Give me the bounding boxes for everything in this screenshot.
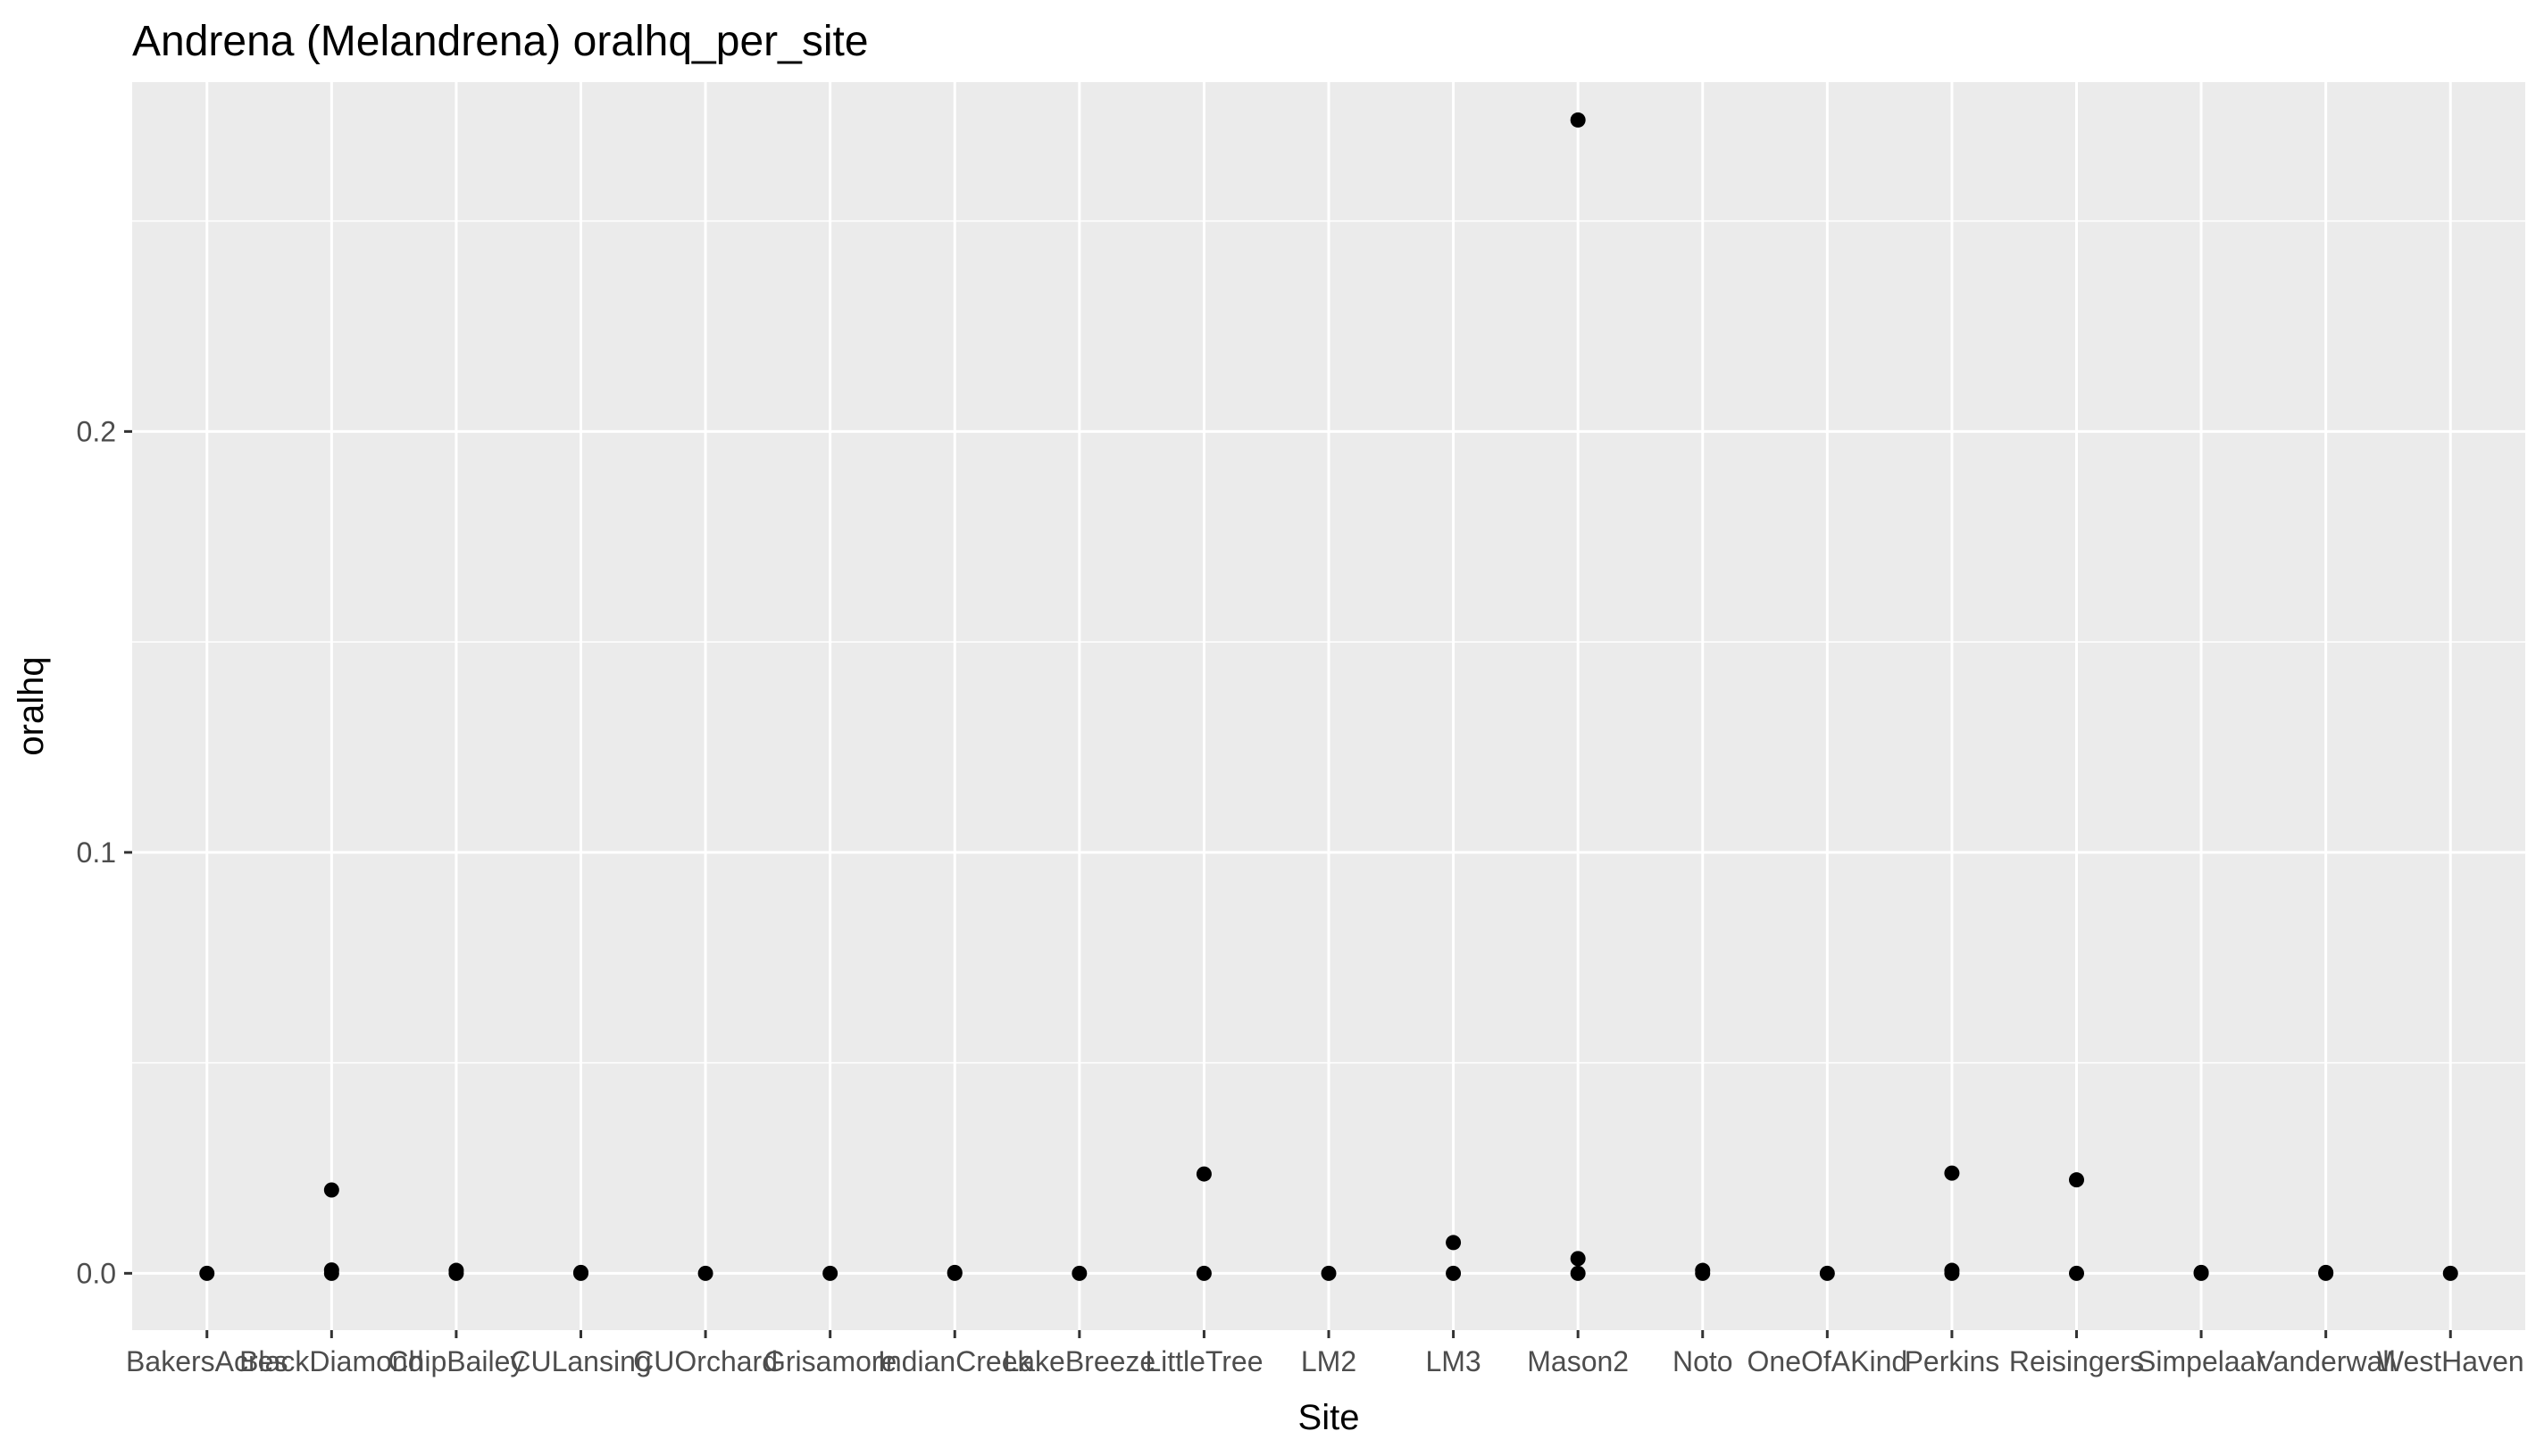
data-point <box>2442 1265 2458 1281</box>
data-point <box>697 1265 713 1281</box>
data-point <box>947 1265 963 1281</box>
x-tick-label: LM2 <box>1301 1345 1356 1377</box>
data-point <box>1570 1265 1586 1281</box>
data-point <box>1072 1265 1088 1281</box>
x-tick-label: CULansing <box>510 1345 651 1377</box>
x-tick-label: WestHaven <box>2377 1345 2524 1377</box>
x-tick-label: Reisingers <box>2009 1345 2144 1377</box>
x-tick-label: Mason2 <box>1527 1345 1629 1377</box>
data-point <box>1196 1265 1212 1281</box>
x-axis: BakersAcresBlackDiamondChipBaileyCULansi… <box>126 1330 2524 1377</box>
data-point <box>199 1265 215 1281</box>
y-axis: 0.0 0.1 0.2 <box>77 415 132 1289</box>
data-point <box>1570 1251 1586 1267</box>
data-point <box>1944 1265 1960 1281</box>
x-tick-label: BakersAcres <box>126 1345 288 1377</box>
y-axis-title: oralhq <box>12 656 51 755</box>
x-tick-label: IndianCreek <box>878 1345 1033 1377</box>
data-point <box>1819 1265 1835 1281</box>
data-point <box>2318 1265 2334 1281</box>
data-point <box>1321 1265 1337 1281</box>
data-point <box>1196 1166 1212 1182</box>
data-point <box>1570 112 1586 128</box>
x-tick-label: Simpelaar <box>2137 1345 2265 1377</box>
data-point <box>2069 1265 2084 1281</box>
x-tick-label: BlackDiamond <box>239 1345 423 1377</box>
data-point <box>323 1265 339 1281</box>
data-point <box>1446 1235 1462 1251</box>
data-point <box>1446 1265 1462 1281</box>
x-tick-label: LM3 <box>1425 1345 1481 1377</box>
x-tick-label: CUOrchard <box>633 1345 778 1377</box>
data-point <box>573 1265 588 1281</box>
chart-title: Andrena (Melandrena) oralhq_per_site <box>132 18 869 65</box>
x-tick-label: Noto <box>1672 1345 1733 1377</box>
y-tick-label: 0.1 <box>77 836 116 869</box>
x-tick-label: LakeBreeze <box>1003 1345 1155 1377</box>
data-point <box>323 1182 339 1198</box>
y-tick-label: 0.2 <box>77 415 116 447</box>
x-tick-label: Grisamore <box>763 1345 897 1377</box>
data-points <box>199 112 2458 1281</box>
x-tick-label: ChipBailey <box>388 1345 524 1377</box>
x-tick-label: Vanderwall <box>2256 1345 2396 1377</box>
data-point <box>1944 1165 1960 1181</box>
y-tick-label: 0.0 <box>77 1257 116 1289</box>
x-tick-label: OneOfAKind <box>1747 1345 1908 1377</box>
data-point <box>2193 1265 2209 1281</box>
data-point <box>2069 1172 2084 1188</box>
data-point <box>1695 1265 1711 1281</box>
data-point <box>448 1265 464 1281</box>
x-tick-label: LittleTree <box>1145 1345 1263 1377</box>
x-tick-label: Perkins <box>1905 1345 2000 1377</box>
data-point <box>822 1265 838 1281</box>
x-axis-title: Site <box>1298 1398 1360 1437</box>
grid-major <box>132 82 2525 1330</box>
